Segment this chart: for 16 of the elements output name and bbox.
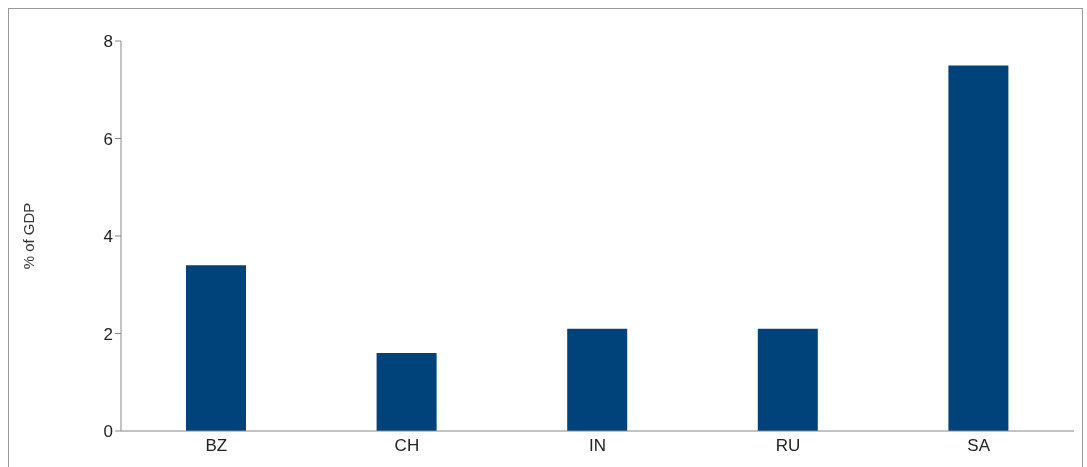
y-tick-label: 2 (103, 324, 113, 344)
x-tick-label: RU (775, 436, 801, 456)
bar (376, 353, 437, 431)
y-tick-label: 6 (103, 129, 113, 149)
y-tick-label: 4 (103, 227, 113, 247)
bar (186, 265, 246, 431)
x-tick-label: IN (589, 436, 606, 456)
y-tick-label: 0 (103, 422, 113, 442)
y-axis-title: % of GDP (20, 202, 38, 270)
bar (948, 65, 1009, 431)
x-tick-label: SA (967, 436, 991, 456)
y-tick-label: 8 (103, 32, 113, 52)
x-tick-label: CH (394, 436, 420, 456)
x-tick-label: BZ (205, 436, 228, 456)
bar (567, 328, 628, 431)
bar (757, 328, 818, 431)
